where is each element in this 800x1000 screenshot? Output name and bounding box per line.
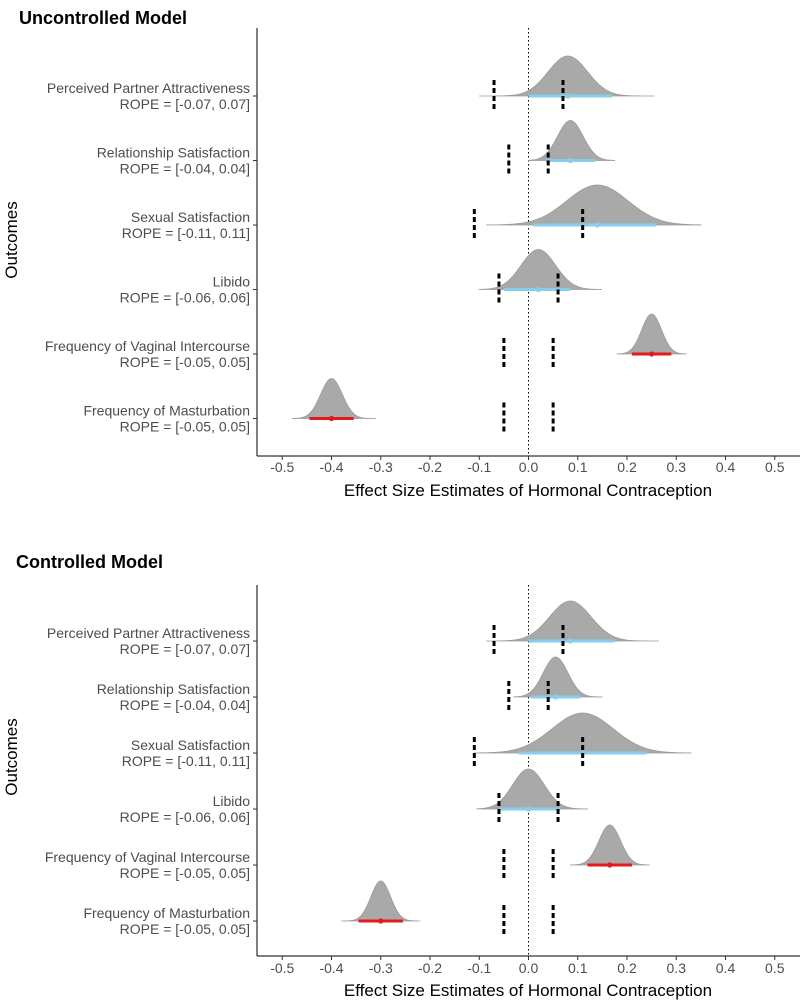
x-tick-label: -0.5	[270, 960, 294, 976]
outcome-label: Frequency of Vaginal Intercourse	[45, 338, 250, 354]
x-tick-label: 0.5	[765, 960, 785, 976]
median-point	[565, 93, 571, 99]
x-tick-label: -0.2	[418, 960, 442, 976]
outcome-label: Relationship Satisfaction	[97, 145, 250, 161]
outcome-label: Frequency of Vaginal Intercourse	[45, 849, 250, 865]
median-point	[607, 862, 613, 868]
x-tick-label: -0.3	[369, 960, 393, 976]
x-tick-label: 0.2	[617, 960, 637, 976]
rope-label: ROPE = [-0.05, 0.05]	[120, 865, 250, 881]
outcome-label: Frequency of Masturbation	[83, 403, 250, 419]
median-point	[552, 694, 559, 700]
outcome-label: Perceived Partner Attractiveness	[47, 80, 250, 96]
outcome-label: Frequency of Masturbation	[83, 905, 250, 921]
panel-title: Uncontrolled Model	[19, 8, 187, 28]
x-tick-label: 0.3	[667, 459, 687, 475]
x-tick-label: -0.1	[467, 459, 491, 475]
x-tick-label: 0.5	[765, 459, 785, 475]
outcome-label: Libido	[213, 793, 251, 809]
rope-label: ROPE = [-0.04, 0.04]	[120, 161, 250, 177]
median-point	[567, 157, 573, 164]
y-axis-title: Outcomes	[2, 201, 21, 278]
rope-label: ROPE = [-0.07, 0.07]	[120, 96, 250, 112]
posterior-density	[478, 249, 602, 290]
rope-label: ROPE = [-0.06, 0.06]	[120, 809, 250, 825]
rope-label: ROPE = [-0.05, 0.05]	[120, 921, 250, 937]
rope-label: ROPE = [-0.11, 0.11]	[122, 753, 250, 769]
x-axis-title: Effect Size Estimates of Hormonal Contra…	[344, 981, 712, 1000]
panel-controlled: Controlled Model -0.5 -0.4 -0.3 -0.2 -0.1 0.0 0…	[2, 552, 800, 1000]
outcome-label: Libido	[213, 274, 251, 290]
median-point	[567, 638, 573, 644]
y-axis-title: Outcomes	[2, 718, 21, 795]
median-point	[328, 415, 335, 422]
x-tick-label: -0.3	[369, 459, 393, 475]
x-tick-label: -0.4	[319, 459, 343, 475]
x-tick-label: 0.1	[568, 960, 588, 976]
posterior-density	[616, 313, 687, 355]
rope-label: ROPE = [-0.04, 0.04]	[120, 697, 250, 713]
x-tick-label: -0.2	[418, 459, 442, 475]
x-tick-label: -0.5	[270, 459, 294, 475]
posterior-density	[476, 768, 588, 810]
x-tick-label: 0.0	[519, 459, 539, 475]
x-tick-label: 0.4	[716, 459, 736, 475]
posterior-density	[291, 378, 377, 419]
x-axis-title: Effect Size Estimates of Hormonal Contra…	[344, 481, 712, 500]
x-tick-label: 0.3	[667, 960, 687, 976]
x-tick-label: 0.2	[617, 459, 637, 475]
x-tick-label: 0.4	[716, 960, 736, 976]
posterior-density	[513, 656, 603, 698]
median-point	[649, 351, 655, 357]
posterior-density	[479, 55, 655, 97]
posterior-density	[486, 184, 702, 226]
rope-label: ROPE = [-0.05, 0.05]	[120, 419, 250, 435]
posterior-density	[528, 120, 616, 161]
posterior-density	[486, 600, 660, 642]
posterior-density	[569, 824, 650, 866]
rope-label: ROPE = [-0.07, 0.07]	[120, 641, 250, 657]
outcome-label: Relationship Satisfaction	[97, 681, 250, 697]
median-point	[378, 918, 384, 924]
panel-uncontrolled: Uncontrolled Model -0.5 -0.4 -0.3 -0.2 -0.1 0.…	[2, 8, 800, 500]
rope-label: ROPE = [-0.06, 0.06]	[120, 290, 250, 306]
x-tick-label: -0.1	[467, 960, 491, 976]
x-tick-label: -0.4	[319, 960, 343, 976]
median-point	[525, 806, 532, 812]
panel-title: Controlled Model	[16, 552, 163, 572]
outcome-label: Sexual Satisfaction	[131, 209, 250, 225]
median-point	[594, 222, 601, 228]
outcome-label: Perceived Partner Attractiveness	[47, 625, 250, 641]
posterior-density	[473, 712, 692, 754]
median-point	[535, 286, 541, 293]
rope-label: ROPE = [-0.11, 0.11]	[122, 225, 250, 241]
posterior-density	[340, 880, 421, 922]
x-tick-label: 0.0	[519, 960, 539, 976]
outcome-label: Sexual Satisfaction	[131, 737, 250, 753]
rope-label: ROPE = [-0.05, 0.05]	[120, 354, 250, 370]
x-tick-label: 0.1	[568, 459, 588, 475]
